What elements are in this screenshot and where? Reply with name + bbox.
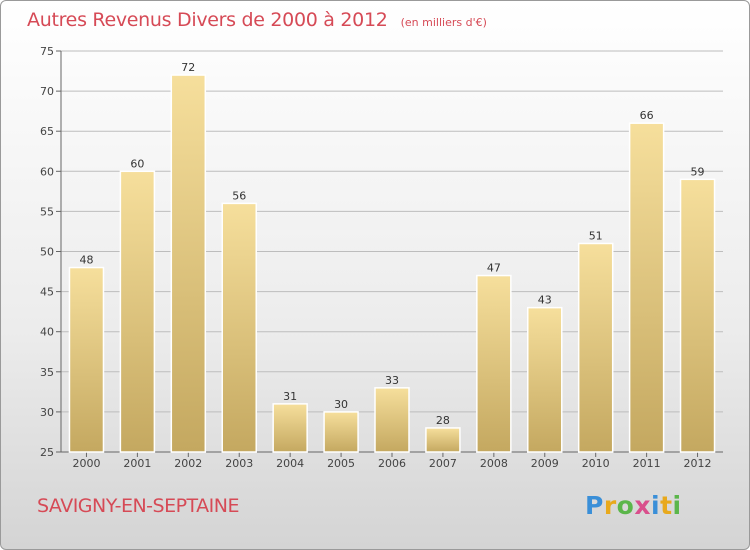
data-label: 48 [79, 254, 93, 267]
x-tick-label: 2007 [429, 457, 457, 470]
y-tick-label: 35 [40, 366, 54, 379]
logo-letter: P [585, 491, 604, 520]
bar-2011 [628, 122, 665, 453]
x-tick-label: 2009 [531, 457, 559, 470]
data-label: 51 [589, 229, 603, 242]
title-row: Autres Revenus Divers de 2000 à 2012 (en… [27, 9, 487, 31]
bar-2003 [221, 202, 257, 453]
bar-2008 [476, 274, 512, 453]
bar-2005 [323, 411, 359, 453]
data-label: 72 [181, 61, 195, 74]
x-tick-label: 2012 [684, 457, 712, 470]
x-tick-label: 2004 [276, 457, 304, 470]
bars [68, 74, 716, 453]
data-label: 59 [691, 165, 705, 178]
bar-2010 [577, 242, 614, 453]
logo-letter: i [672, 491, 682, 520]
x-tick-label: 2011 [633, 457, 661, 470]
bar-2000 [68, 266, 105, 453]
bar-chart: 48 60 72 56 31 30 33 28 47 43 51 66 59 25 30 35 40 45 50 5… [40, 45, 723, 470]
y-tick-label: 30 [40, 406, 54, 419]
data-label: 56 [232, 189, 246, 202]
data-label: 33 [385, 374, 399, 387]
x-tick-label: 2006 [378, 457, 406, 470]
y-tick-label: 25 [40, 446, 54, 459]
logo-letter: r [603, 491, 617, 520]
logo-letter: o [616, 491, 635, 520]
y-tick-label: 65 [40, 125, 54, 138]
y-tick-label: 60 [40, 165, 54, 178]
logo-letter: t [660, 491, 673, 520]
logo-letter: i [651, 491, 661, 520]
y-tick-label: 50 [40, 246, 54, 259]
y-tick-label: 70 [40, 85, 54, 98]
x-tick-label: 2005 [327, 457, 355, 470]
data-label: 66 [640, 109, 654, 122]
logo-letter: x [634, 491, 651, 520]
commune-name: SAVIGNY-EN-SEPTAINE [37, 495, 240, 517]
proxiti-logo: Proxiti [585, 491, 682, 520]
x-tick-label: 2008 [480, 457, 508, 470]
y-tick-label: 75 [40, 45, 54, 58]
y-tick-label: 45 [40, 286, 54, 299]
x-tick-label: 2000 [72, 457, 100, 470]
x-tick-label: 2001 [123, 457, 151, 470]
y-tick-labels: 25 30 35 40 45 50 55 60 65 70 75 [40, 45, 54, 459]
bar-2001 [119, 170, 156, 453]
data-label: 43 [538, 294, 552, 307]
bar-2006 [374, 387, 410, 453]
x-tick-label: 2003 [225, 457, 253, 470]
chart-title: Autres Revenus Divers de 2000 à 2012 [27, 9, 388, 31]
bar-2009 [527, 306, 563, 453]
data-label: 28 [436, 414, 450, 427]
data-label: 30 [334, 398, 348, 411]
x-tick-label: 2010 [582, 457, 610, 470]
data-label: 60 [130, 157, 144, 170]
x-tick-label: 2002 [174, 457, 202, 470]
bar-2004 [272, 403, 308, 453]
y-tick-label: 55 [40, 205, 54, 218]
chart-subtitle: (en milliers d'€) [400, 16, 487, 29]
x-tick-labels: 2000 2001 2002 2003 2004 2005 2006 2007 2008 2009… [72, 457, 711, 470]
bar-2012 [679, 178, 716, 453]
bar-2007 [425, 427, 461, 453]
bar-2002 [170, 74, 207, 453]
data-labels: 48 60 72 56 31 30 33 28 47 43 51 66 59 [79, 61, 704, 427]
data-label: 31 [283, 390, 297, 403]
data-label: 47 [487, 262, 501, 275]
y-tick-label: 40 [40, 326, 54, 339]
